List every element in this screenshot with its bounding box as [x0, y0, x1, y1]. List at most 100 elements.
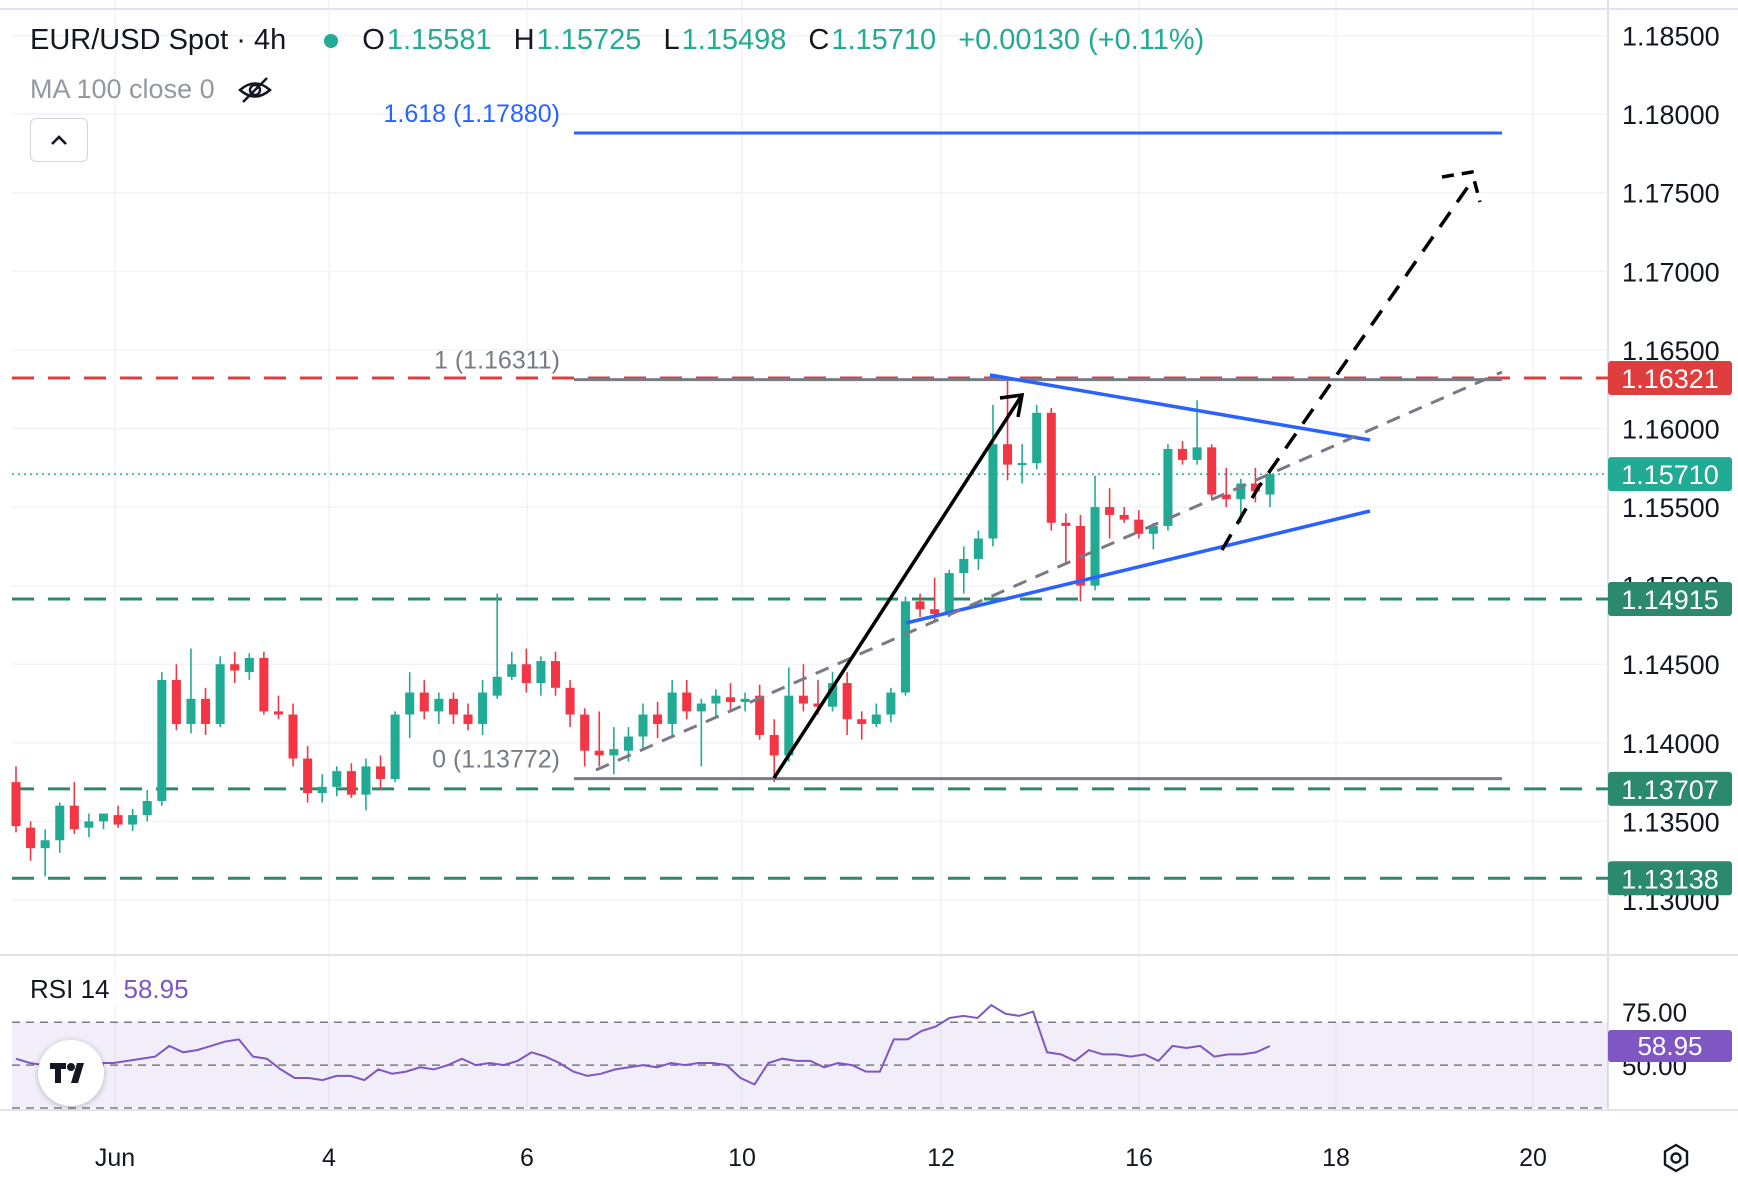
candle-body	[1250, 483, 1260, 492]
symbol-title[interactable]: EUR/USD Spot · 4h	[30, 24, 287, 56]
candle-body	[390, 714, 400, 779]
rsi-line	[15, 1003, 1271, 1086]
price-tick-label: 1.14500	[1622, 650, 1720, 680]
chevron-up-icon	[51, 135, 67, 145]
level-price-tag	[1608, 861, 1732, 896]
candle-body	[171, 679, 181, 724]
close-value: 1.15710	[831, 24, 937, 56]
time-tick-label: 16	[1125, 1144, 1153, 1172]
change-value: +0.00130 (+0.11%)	[958, 24, 1205, 56]
candle-body	[317, 786, 327, 794]
price-tick-label: 1.17500	[1622, 179, 1720, 209]
rsi-label: RSI 14	[30, 974, 110, 1004]
collapse-legend-button[interactable]	[30, 118, 88, 162]
candle-body	[609, 749, 619, 756]
candle-body	[1134, 519, 1144, 534]
price-tick-label: 1.15500	[1622, 493, 1720, 523]
candle-body	[492, 676, 502, 696]
candle-body	[463, 714, 473, 724]
candle-body	[521, 664, 531, 684]
candle-body	[69, 805, 79, 830]
candle-body	[1163, 448, 1173, 526]
chart-settings-button[interactable]	[1656, 1138, 1696, 1178]
candle-body	[1265, 474, 1275, 495]
candle-body	[842, 683, 852, 720]
drawings	[574, 131, 1503, 781]
candle-body	[973, 538, 983, 559]
candle-body	[128, 815, 138, 825]
candle-body	[1032, 412, 1042, 464]
level-price-label: 1.14915	[1621, 585, 1719, 615]
close-label: C	[808, 24, 830, 56]
candle-body	[113, 815, 123, 825]
time-tick-label: 12	[927, 1144, 955, 1172]
candle-body	[1061, 522, 1071, 526]
open-label: O	[362, 24, 385, 56]
price-tick-label: 1.13500	[1622, 807, 1720, 837]
fib-label: 1.618 (1.17880)	[383, 100, 560, 128]
time-tick-label: 6	[520, 1144, 534, 1172]
time-tick-label: 18	[1322, 1144, 1350, 1172]
candle-body	[828, 683, 838, 707]
candle-body	[1017, 463, 1027, 466]
candle-body	[98, 813, 109, 822]
candle-body	[1207, 447, 1217, 495]
candle-body	[1236, 483, 1246, 500]
rsi-tick-label: 75.00	[1622, 998, 1687, 1028]
candle-body	[332, 771, 342, 787]
candle-body	[1148, 525, 1158, 534]
candle-body	[26, 827, 36, 849]
candle-body	[40, 840, 50, 849]
price-tick-label: 1.14000	[1622, 729, 1720, 759]
rsi-value-label: 58.95	[1637, 1031, 1702, 1061]
time-tick-label: 20	[1519, 1144, 1547, 1172]
fib-labels: 1.618 (1.17880) 1 (1.16311) 0 (1.13772)	[383, 100, 560, 774]
candle-body	[230, 664, 240, 671]
candle-body	[186, 698, 196, 724]
time-tick-label: 4	[322, 1144, 336, 1172]
candle-body	[944, 573, 954, 614]
candle-body	[405, 692, 415, 715]
ma-indicator-legend[interactable]: MA 100 close 0	[30, 74, 273, 105]
candle-body	[1090, 507, 1100, 586]
grid	[0, 0, 1738, 1111]
candle-body	[769, 734, 779, 756]
tradingview-logo[interactable]	[38, 1040, 104, 1106]
candle-body	[244, 657, 254, 673]
level-price-label: 1.16321	[1621, 364, 1719, 394]
candle-body	[580, 714, 590, 751]
candle-body	[478, 692, 488, 724]
price-tick-label: 1.18500	[1622, 22, 1720, 52]
candle-body	[157, 679, 167, 801]
candle-body	[1003, 444, 1013, 465]
impulse-arrow-head	[999, 392, 1025, 418]
candle-body	[201, 698, 211, 724]
candle-body	[1192, 447, 1202, 460]
candle-body	[682, 692, 692, 712]
tradingview-logo-icon	[50, 1063, 84, 1083]
candle-body	[259, 657, 269, 712]
candle-body	[1177, 448, 1188, 460]
time-axis: Jun 4 6 10 12 16 18 20	[95, 1144, 1547, 1172]
candle-body	[798, 695, 808, 704]
fib-label: 0 (1.13772)	[432, 746, 560, 774]
eye-off-icon[interactable]	[237, 75, 273, 105]
time-tick-label: Jun	[95, 1144, 135, 1172]
candle-body	[434, 698, 444, 712]
level-price-tag	[1608, 771, 1732, 806]
price-tick-label: 1.17000	[1622, 257, 1720, 287]
projection-arrow-head	[1441, 170, 1482, 203]
price-levels	[12, 376, 1608, 880]
candle-body	[303, 758, 313, 794]
level-price-tag	[1608, 361, 1732, 396]
rsi-legend[interactable]: RSI 14 58.95	[30, 974, 195, 1005]
candle-body	[448, 698, 458, 715]
candle-body	[784, 695, 794, 756]
open-value: 1.15581	[386, 24, 492, 56]
candle-body	[1221, 494, 1231, 500]
candle-body	[550, 661, 561, 688]
candle-body	[667, 692, 677, 724]
candle-body	[988, 444, 998, 539]
